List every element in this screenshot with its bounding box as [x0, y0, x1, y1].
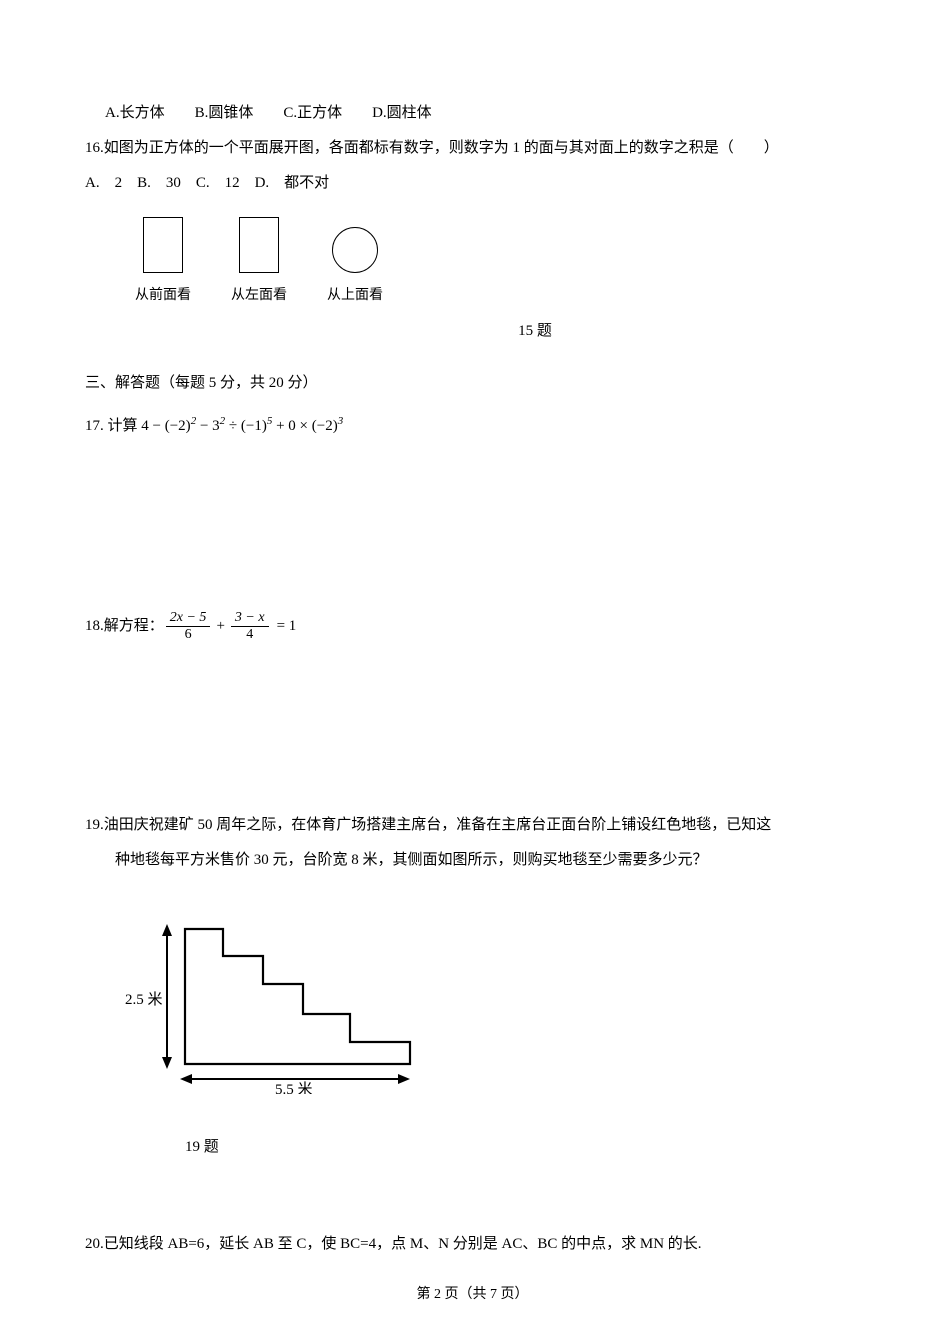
- q18-frac2-den: 4: [242, 627, 257, 642]
- q15-views: 从前面看 从左面看 从上面看: [135, 217, 860, 308]
- q17-p4: + 0 × (−2): [272, 418, 337, 434]
- q18: 18.解方程： 2x − 5 6 + 3 − x 4 = 1: [85, 610, 860, 642]
- front-rect-icon: [143, 217, 183, 273]
- q17-p2: − 3: [196, 418, 219, 434]
- q15-options: A.长方体 B.圆锥体 C.正方体 D.圆柱体: [85, 100, 860, 127]
- q18-equals: = 1: [277, 613, 297, 640]
- width-label-text: 5.5 米: [275, 1081, 313, 1094]
- top-view: 从上面看: [327, 227, 383, 308]
- front-view: 从前面看: [135, 217, 191, 308]
- section3-header: 三、解答题（每题 5 分，共 20 分）: [85, 370, 860, 397]
- q16-options: A. 2 B. 30 C. 12 D. 都不对: [85, 170, 860, 197]
- q17-formula: 4 − (−2)2 − 32 ÷ (−1)5 + 0 × (−2)3: [141, 418, 343, 434]
- top-circle-icon: [332, 227, 378, 273]
- q19-text: 19.油田庆祝建矿 50 周年之际，在体育广场搭建主席台，准备在主席台正面台阶上…: [85, 812, 860, 874]
- q20: 20.已知线段 AB=6，延长 AB 至 C，使 BC=4，点 M、N 分别是 …: [85, 1231, 860, 1258]
- q18-frac2-num: 3 − x: [231, 610, 269, 626]
- left-view: 从左面看: [231, 217, 287, 308]
- q17-p1: 4 − (−2): [141, 418, 190, 434]
- q18-frac2: 3 − x 4: [231, 610, 269, 642]
- left-rect-icon: [239, 217, 279, 273]
- q17-p3: ÷ (−1): [225, 418, 267, 434]
- q19-label: 19 题: [185, 1134, 860, 1161]
- q18-frac1: 2x − 5 6: [166, 610, 211, 642]
- q16-text: 16.如图为正方体的一个平面展开图，各面都标有数字，则数字为 1 的面与其对面上…: [85, 135, 860, 162]
- stairs-svg: 2.5 米 5.5 米: [125, 914, 435, 1094]
- front-label: 从前面看: [135, 283, 191, 308]
- q18-prefix: 18.解方程：: [85, 613, 164, 640]
- q19-line2: 种地毯每平方米售价 30 元，台阶宽 8 米，其侧面如图所示，则购买地毯至少需要…: [85, 847, 860, 874]
- left-label: 从左面看: [231, 283, 287, 308]
- q18-frac1-den: 6: [181, 627, 196, 642]
- q17-prefix: 17. 计算: [85, 418, 138, 434]
- q17-e4: 3: [338, 415, 344, 427]
- q15-label: 15 题: [210, 318, 860, 345]
- q18-frac1-num: 2x − 5: [166, 610, 211, 626]
- height-label-text: 2.5 米: [125, 991, 163, 1008]
- q18-plus: +: [216, 613, 224, 640]
- stairs-diagram: 2.5 米 5.5 米: [125, 914, 860, 1104]
- top-label: 从上面看: [327, 283, 383, 308]
- page-footer: 第 2 页（共 7 页）: [0, 1282, 945, 1307]
- q17: 17. 计算 4 − (−2)2 − 32 ÷ (−1)5 + 0 × (−2)…: [85, 412, 860, 440]
- q19-line1: 19.油田庆祝建矿 50 周年之际，在体育广场搭建主席台，准备在主席台正面台阶上…: [85, 812, 860, 839]
